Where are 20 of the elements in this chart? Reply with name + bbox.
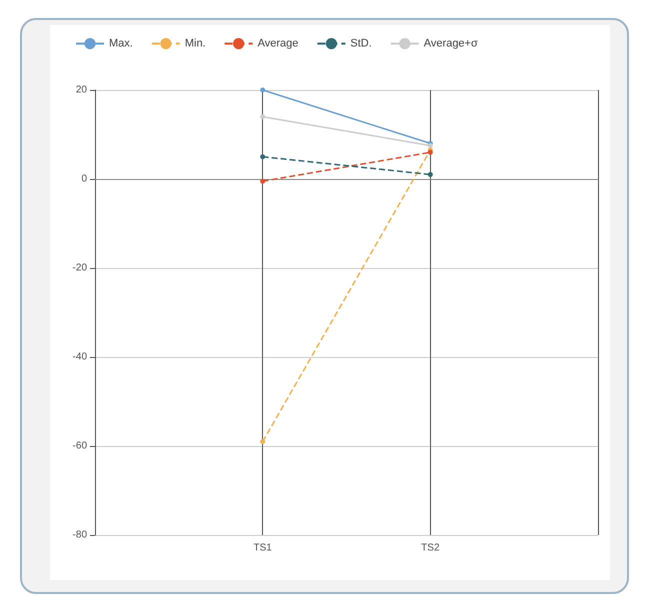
y-tick-label: -20	[72, 262, 88, 274]
y-tick-label: 20	[76, 84, 88, 96]
point	[428, 143, 433, 148]
point	[428, 172, 433, 178]
legend-label: Min.	[184, 38, 206, 50]
y-tick-label: -80	[72, 530, 88, 540]
y-tick-label: -40	[72, 352, 88, 362]
point	[260, 439, 266, 444]
legend-label: Average	[258, 38, 298, 50]
y-tick-label: -60	[72, 440, 88, 452]
point	[260, 88, 266, 92]
point	[260, 154, 266, 160]
legend-label: Average+σ	[424, 38, 478, 50]
x-tick-label: TS1	[253, 542, 272, 554]
y-tick-label: 0	[81, 174, 88, 184]
x-tick-label: TS2	[421, 542, 440, 554]
legend-label: Max.	[109, 38, 133, 50]
legend-label: StD.	[350, 38, 372, 50]
point	[260, 178, 266, 184]
point	[260, 114, 266, 120]
